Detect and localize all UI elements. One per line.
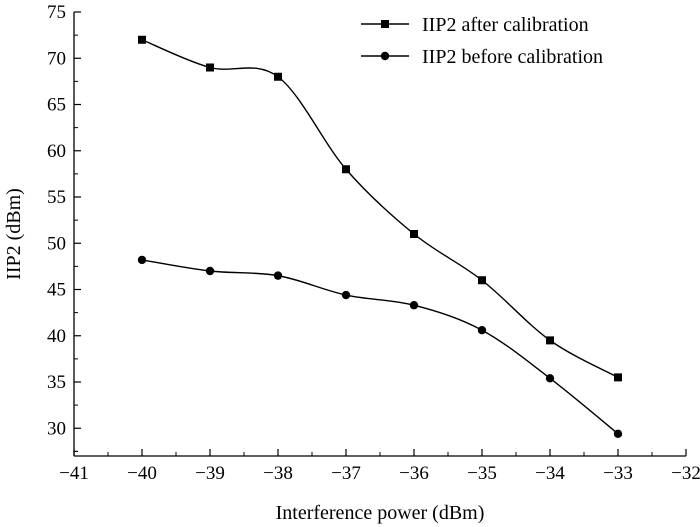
- x-tick-label: −35: [467, 463, 497, 484]
- x-tick-label: −36: [399, 463, 429, 484]
- y-tick-label: 45: [47, 280, 66, 301]
- y-tick-label: 40: [47, 326, 66, 347]
- data-point-square: [342, 165, 350, 174]
- y-axis-title: IIP2 (dBm): [3, 188, 25, 280]
- x-tick-label: −38: [263, 463, 293, 484]
- data-point-circle: [205, 266, 215, 276]
- chart-legend: IIP2 after calibration IIP2 before calibr…: [361, 14, 603, 68]
- chart-series-layer: [137, 35, 623, 438]
- x-tick-label: −40: [127, 463, 157, 484]
- data-point-square: [546, 336, 554, 345]
- series-after-calibration: [138, 35, 622, 382]
- y-tick-label: 35: [47, 372, 66, 393]
- data-point-square: [274, 72, 282, 81]
- x-tick-label: −33: [603, 463, 633, 484]
- chart-axes: −41 −40 −39 −38 −37 −36 −35 −34 −33 −32 30 35 40 45 50…: [47, 2, 700, 484]
- data-point-circle: [341, 290, 351, 300]
- y-tick-label: 55: [47, 187, 66, 208]
- y-tick-label: 50: [47, 233, 66, 254]
- y-tick-label: 65: [47, 95, 66, 116]
- x-tick-label: −37: [331, 463, 361, 484]
- x-axis-title: Interference power (dBm): [276, 502, 485, 524]
- x-tick-label: −32: [671, 463, 700, 484]
- data-point-square: [478, 276, 486, 285]
- y-tick-label: 60: [47, 141, 66, 162]
- legend-marker-square: [381, 20, 389, 28]
- x-tick-label: −34: [535, 463, 565, 484]
- data-point-circle: [613, 429, 623, 438]
- y-tick-label: 75: [47, 2, 66, 23]
- data-point-circle: [409, 301, 419, 310]
- x-tick-label: −39: [195, 463, 225, 484]
- data-point-square: [206, 63, 214, 72]
- data-point-circle: [477, 326, 487, 335]
- series-before-calibration: [137, 255, 623, 438]
- data-point-circle: [545, 374, 555, 383]
- x-tick-label: −41: [59, 463, 89, 484]
- data-point-square: [614, 373, 622, 382]
- legend-label: IIP2 after calibration: [422, 14, 589, 36]
- series-line: [141, 39, 619, 378]
- legend-label: IIP2 before calibration: [422, 46, 603, 68]
- series-line: [141, 259, 619, 435]
- y-tick-label: 30: [47, 418, 66, 439]
- data-point-square: [138, 35, 146, 44]
- legend-marker-circle: [380, 51, 390, 61]
- data-point-square: [410, 230, 418, 238]
- data-point-circle: [273, 271, 283, 280]
- y-tick-label: 70: [47, 48, 66, 69]
- data-point-circle: [137, 255, 147, 265]
